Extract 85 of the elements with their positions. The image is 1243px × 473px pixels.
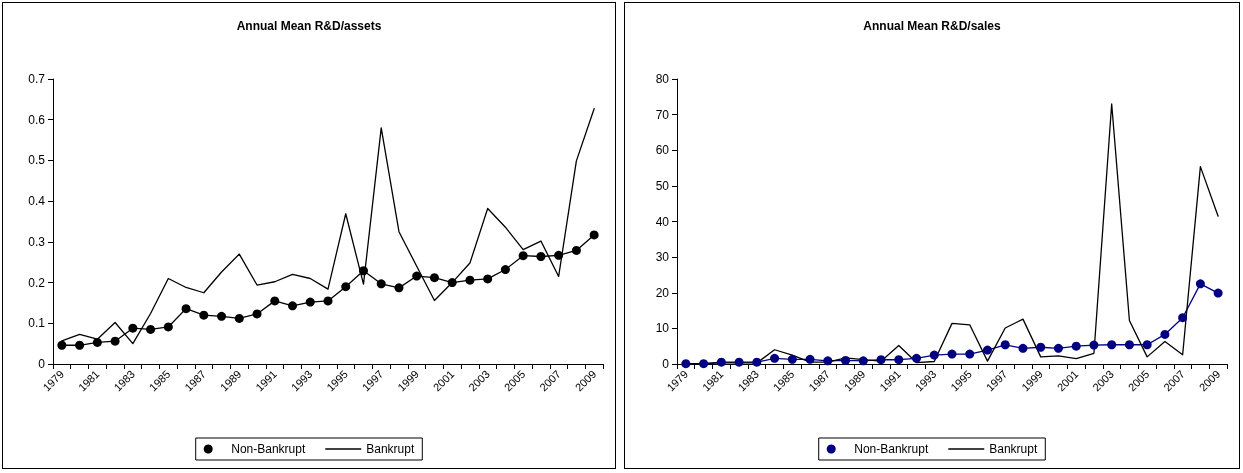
point	[465, 275, 475, 285]
point	[234, 313, 244, 323]
point	[483, 274, 493, 284]
y-tick-label: 20	[655, 285, 670, 300]
point	[500, 265, 510, 275]
point	[716, 357, 726, 367]
y-tick-label: 0.2	[28, 275, 46, 290]
point	[181, 304, 191, 314]
point	[787, 354, 797, 364]
y-tick-label: 40	[655, 214, 670, 229]
point	[805, 354, 815, 364]
point	[429, 273, 439, 283]
point	[146, 324, 156, 334]
y-tick-label: 10	[655, 321, 670, 336]
y-tick-label: 80	[655, 72, 670, 86]
point	[447, 278, 457, 288]
point	[92, 337, 102, 347]
point	[1000, 340, 1010, 350]
point	[217, 311, 227, 321]
point	[252, 309, 262, 319]
point	[323, 296, 333, 306]
legend-label: Non-Bankrupt	[854, 442, 929, 456]
point	[858, 356, 868, 366]
y-tick-label: 30	[655, 250, 670, 265]
point	[57, 340, 67, 350]
point	[305, 297, 315, 307]
legend-label: Non-Bankrupt	[231, 442, 306, 456]
point	[823, 356, 833, 366]
point	[1213, 288, 1223, 298]
point	[75, 340, 85, 350]
point	[394, 283, 404, 293]
point	[894, 355, 904, 365]
point	[681, 359, 691, 369]
y-tick-label: 60	[655, 143, 670, 158]
chart-title: Annual Mean R&D/assets	[236, 19, 382, 33]
point	[1178, 313, 1188, 323]
y-tick-label: 0.7	[28, 72, 46, 86]
point	[554, 250, 564, 260]
legend-label: Bankrupt	[989, 442, 1038, 456]
chart-title: Annual Mean R&D/sales	[863, 19, 1002, 33]
point	[288, 301, 298, 311]
point	[589, 230, 599, 240]
point	[518, 251, 528, 261]
point	[199, 310, 209, 320]
y-tick-label: 0.3	[28, 234, 46, 249]
point	[110, 336, 120, 346]
point	[536, 252, 546, 262]
point	[1142, 340, 1152, 350]
point	[358, 266, 368, 276]
point	[841, 355, 851, 365]
point	[982, 345, 992, 355]
y-tick-label: 50	[655, 178, 670, 193]
point	[770, 353, 780, 363]
point	[270, 296, 280, 306]
point	[965, 349, 975, 359]
y-tick-label: 0.5	[28, 153, 46, 168]
point	[1053, 343, 1063, 353]
point	[128, 323, 138, 333]
y-tick-label: 0	[38, 357, 46, 371]
point	[1071, 341, 1081, 351]
point	[1124, 340, 1134, 350]
point	[734, 357, 744, 367]
point	[947, 349, 957, 359]
point	[752, 357, 762, 367]
point	[1195, 279, 1205, 289]
point	[699, 359, 709, 369]
point	[412, 271, 422, 281]
legend-label: Bankrupt	[366, 442, 415, 456]
point	[1018, 343, 1028, 353]
point	[929, 350, 939, 360]
point	[341, 282, 351, 292]
y-tick-label: 70	[655, 107, 670, 122]
y-tick-label: 0.6	[28, 112, 46, 127]
point	[1107, 340, 1117, 350]
point	[912, 353, 922, 363]
y-tick-label: 0.1	[28, 316, 46, 331]
y-tick-label: 0	[662, 357, 670, 371]
point	[1160, 329, 1170, 339]
point	[376, 279, 386, 289]
point	[571, 245, 581, 255]
point	[1036, 342, 1046, 352]
point	[876, 355, 886, 365]
point	[163, 322, 173, 332]
point	[1089, 340, 1099, 350]
y-tick-label: 0.4	[28, 194, 46, 209]
